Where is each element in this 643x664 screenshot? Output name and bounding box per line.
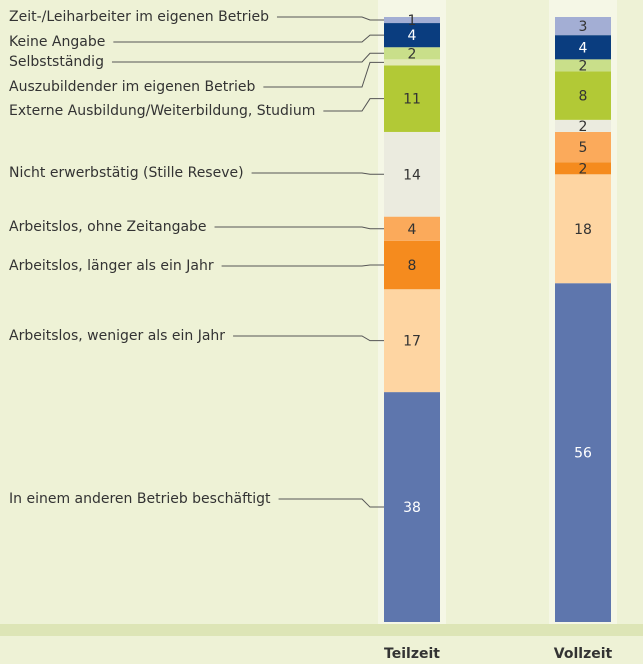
bar-segment xyxy=(555,174,611,284)
value-label: 17 xyxy=(403,334,421,350)
bar-segment xyxy=(555,162,611,175)
base-band xyxy=(0,624,643,636)
bar-segment xyxy=(555,71,611,120)
value-label: 2 xyxy=(408,46,417,62)
bar-segment xyxy=(384,23,440,48)
bar-segment xyxy=(555,35,611,60)
legend-label: Keine Angabe xyxy=(9,34,105,50)
value-label: 11 xyxy=(403,92,421,108)
legend-label: Zeit-/Leiharbeiter im eigenen Betrieb xyxy=(9,9,269,25)
bar-segment xyxy=(384,216,440,241)
leader-line xyxy=(113,34,384,43)
legend-label: Arbeitslos, länger als ein Jahr xyxy=(9,258,214,274)
legend-label: Arbeitslos, ohne Zeitangabe xyxy=(9,219,207,235)
legend-label: Nicht erwerbstätig (Stille Reseve) xyxy=(9,165,244,181)
bar-segment xyxy=(384,65,440,132)
bar-segment xyxy=(384,59,440,66)
leader-line xyxy=(111,52,384,63)
value-label: 8 xyxy=(408,258,417,274)
value-label: 3 xyxy=(579,19,588,35)
value-label: 8 xyxy=(579,89,588,105)
value-label: 38 xyxy=(403,500,421,516)
value-label: 56 xyxy=(574,446,592,462)
bar-segment xyxy=(555,59,611,72)
bar-segment xyxy=(384,131,440,217)
bar-segment xyxy=(555,17,611,36)
legend-label: In einem anderen Betrieb beschäftigt xyxy=(9,491,271,507)
x-tick-label: Vollzeit xyxy=(554,646,613,662)
value-label: 4 xyxy=(579,40,588,56)
value-label: 14 xyxy=(403,167,421,183)
value-label: 2 xyxy=(579,119,588,135)
bar-segment xyxy=(555,119,611,132)
leader-line xyxy=(251,172,384,175)
leader-line xyxy=(233,335,384,342)
leader-line xyxy=(214,226,384,230)
leader-line xyxy=(278,498,384,508)
value-label: 5 xyxy=(579,140,588,156)
bar-segment xyxy=(384,240,440,290)
leader-line xyxy=(323,98,384,112)
legend-label: Auszubildender im eigenen Betrieb xyxy=(9,79,255,95)
value-label: 4 xyxy=(408,28,417,44)
value-label: 1 xyxy=(408,13,417,29)
legend-label: Arbeitslos, weniger als ein Jahr xyxy=(9,328,225,344)
bar-segment xyxy=(384,47,440,60)
bar-segment xyxy=(555,131,611,163)
bar-segment xyxy=(384,289,440,393)
bar-segment xyxy=(384,17,440,24)
legend-label: Selbstständig xyxy=(9,54,104,70)
value-label: 2 xyxy=(579,58,588,74)
bar-segment xyxy=(555,283,611,622)
leader-line xyxy=(276,16,384,21)
bar-segment xyxy=(384,392,440,622)
leader-line xyxy=(263,61,384,88)
legend-label: Externe Ausbildung/Weiterbildung, Studiu… xyxy=(9,103,315,119)
value-label: 18 xyxy=(574,222,592,238)
x-tick-label: Teilzeit xyxy=(384,646,440,662)
value-label: 2 xyxy=(579,161,588,177)
value-label: 4 xyxy=(408,222,417,238)
leader-line xyxy=(221,264,384,267)
